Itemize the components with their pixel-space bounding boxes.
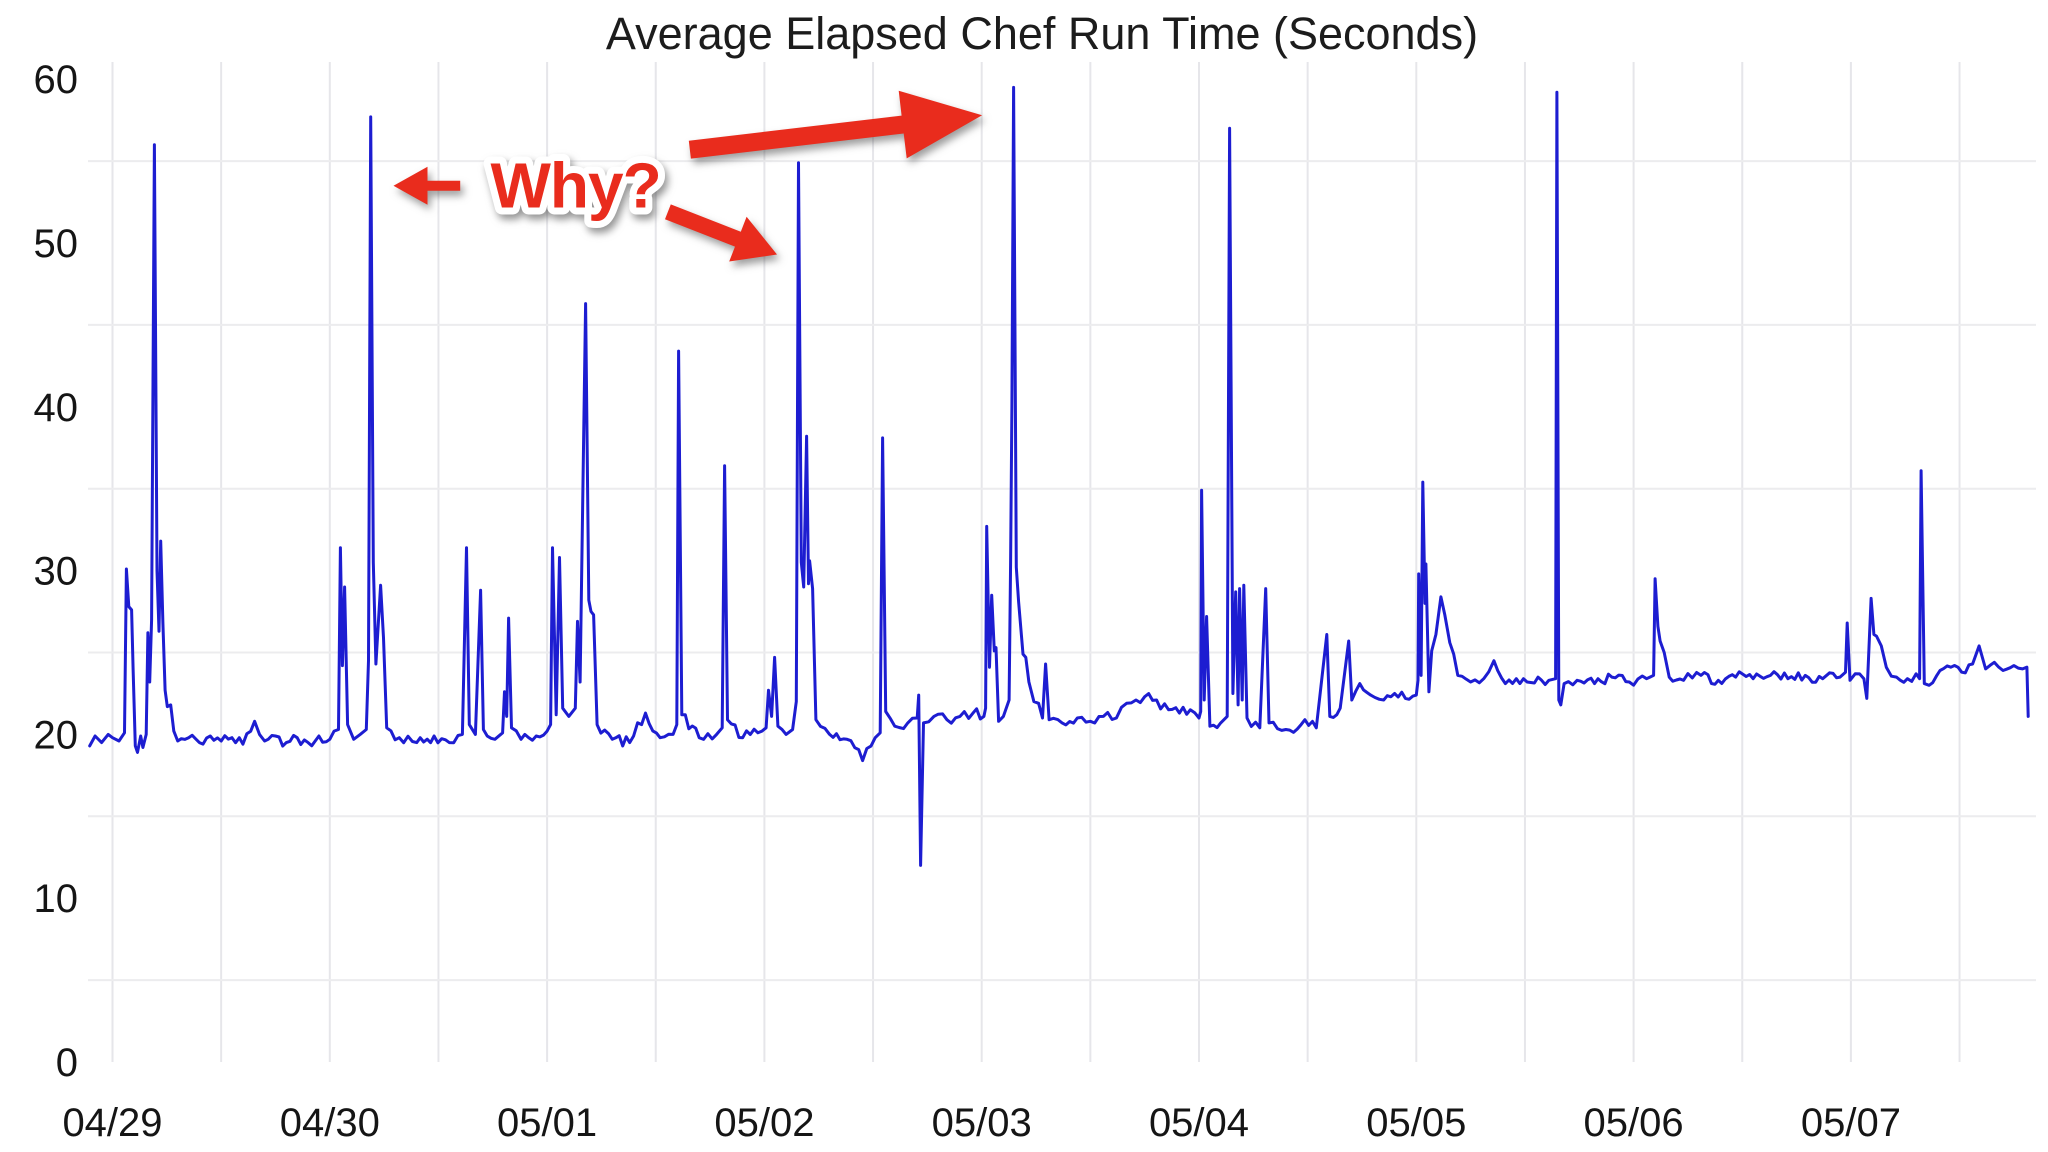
y-tick-label: 0: [56, 1041, 78, 1085]
y-tick-label: 40: [34, 386, 79, 430]
x-tick-label: 05/01: [497, 1101, 597, 1145]
series-line: [88, 85, 2030, 867]
annotation-arrow-short: [665, 204, 777, 262]
annotation-arrow-left: [393, 166, 461, 205]
x-tick-label: 05/05: [1366, 1101, 1466, 1145]
x-tick-label: 05/03: [932, 1101, 1032, 1145]
x-tick-label: 05/02: [714, 1101, 814, 1145]
x-tick-label: 05/04: [1149, 1101, 1249, 1145]
x-tick-label: 05/07: [1801, 1101, 1901, 1145]
y-axis-labels: 0 10 20 30 40 50 60: [34, 58, 79, 1085]
x-tick-label: 05/06: [1584, 1101, 1684, 1145]
chart-title: Average Elapsed Chef Run Time (Seconds): [605, 8, 1479, 59]
y-tick-label: 10: [34, 877, 79, 921]
y-tick-label: 20: [34, 713, 79, 757]
grid-horizontal: [88, 160, 2036, 982]
x-tick-label: 04/29: [62, 1101, 162, 1145]
y-tick-label: 50: [34, 222, 79, 266]
y-tick-label: 30: [34, 550, 79, 594]
annotation-arrow-long: [688, 90, 983, 159]
x-tick-label: 04/30: [280, 1101, 380, 1145]
y-tick-label: 60: [34, 58, 79, 102]
x-axis-labels: 04/29 04/30 05/01 05/02 05/03 05/04 05/05 05/06…: [62, 1101, 1901, 1145]
annotation-why-text: Why?: [490, 150, 660, 222]
grid-vertical: [111, 62, 1961, 1062]
